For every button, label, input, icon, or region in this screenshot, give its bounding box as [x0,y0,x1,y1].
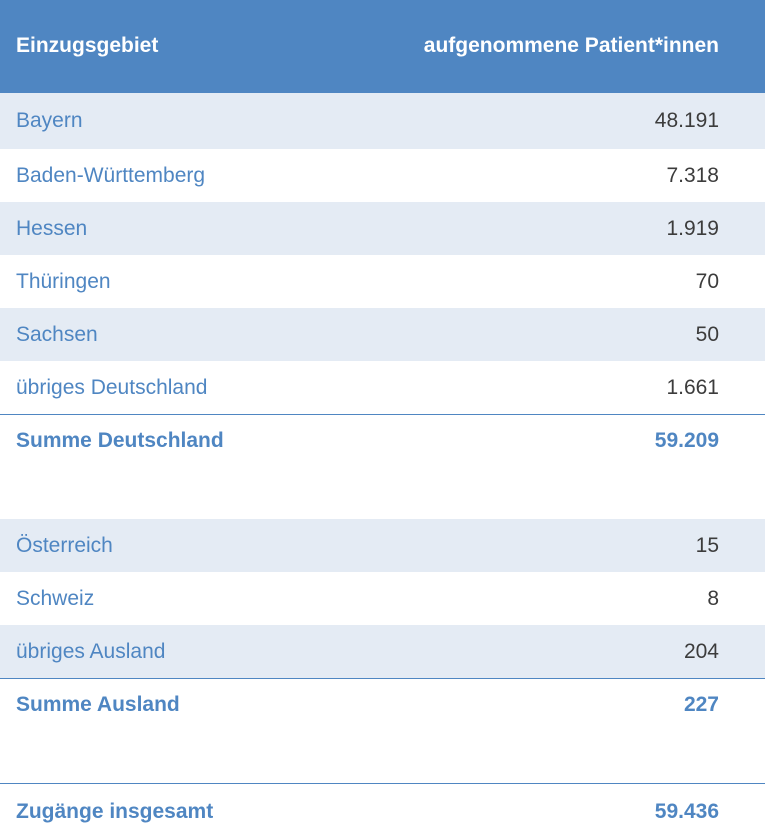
patient-count: 1.919 [666,216,719,240]
sum-row-germany: Summe Deutschland 59.209 [0,414,765,467]
total-row: Zugänge insgesamt 59.436 [0,783,765,839]
column-header-patients: aufgenommene Patient*innen [423,33,719,57]
patient-count: 15 [695,533,719,557]
total-value: 59.436 [654,799,719,823]
total-label: Zugänge insgesamt [16,799,214,823]
region-label: Sachsen [16,322,98,346]
sum-value: 227 [683,693,719,716]
table-row: Sachsen 50 [0,308,765,361]
table-row: Baden-Württemberg 7.318 [0,149,765,202]
table-row: Österreich 15 [0,519,765,572]
patient-count: 50 [695,322,719,346]
region-label: Baden-Württemberg [16,163,206,187]
region-label: Österreich [16,533,113,557]
sum-value: 59.209 [654,429,719,452]
region-label: Schweiz [16,586,95,610]
table-row: Schweiz 8 [0,572,765,625]
table-row: Thüringen 70 [0,255,765,308]
region-label: übriges Deutschland [16,375,208,399]
sum-label: Summe Deutschland [16,429,224,452]
column-header-region: Einzugsgebiet [16,33,159,57]
sum-row-abroad: Summe Ausland 227 [0,678,765,731]
section-spacer [0,731,765,783]
table-row: übriges Ausland 204 [0,625,765,678]
table-row: übriges Deutschland 1.661 [0,361,765,414]
section-spacer [0,467,765,519]
patient-count: 48.191 [654,109,719,132]
patient-count: 7.318 [666,163,719,187]
patient-count: 1.661 [666,375,719,399]
region-label: übriges Ausland [16,639,166,663]
table-row: Hessen 1.919 [0,202,765,255]
region-label: Bayern [16,109,83,132]
patient-count: 8 [707,586,719,610]
region-label: Thüringen [16,269,111,293]
region-label: Hessen [16,216,88,240]
patient-count: 204 [683,639,719,663]
table-header: Einzugsgebiet aufgenommene Patient*innen [0,0,765,93]
sum-label: Summe Ausland [16,693,180,716]
table-row: Bayern 48.191 [0,93,765,149]
patient-count: 70 [695,269,719,293]
